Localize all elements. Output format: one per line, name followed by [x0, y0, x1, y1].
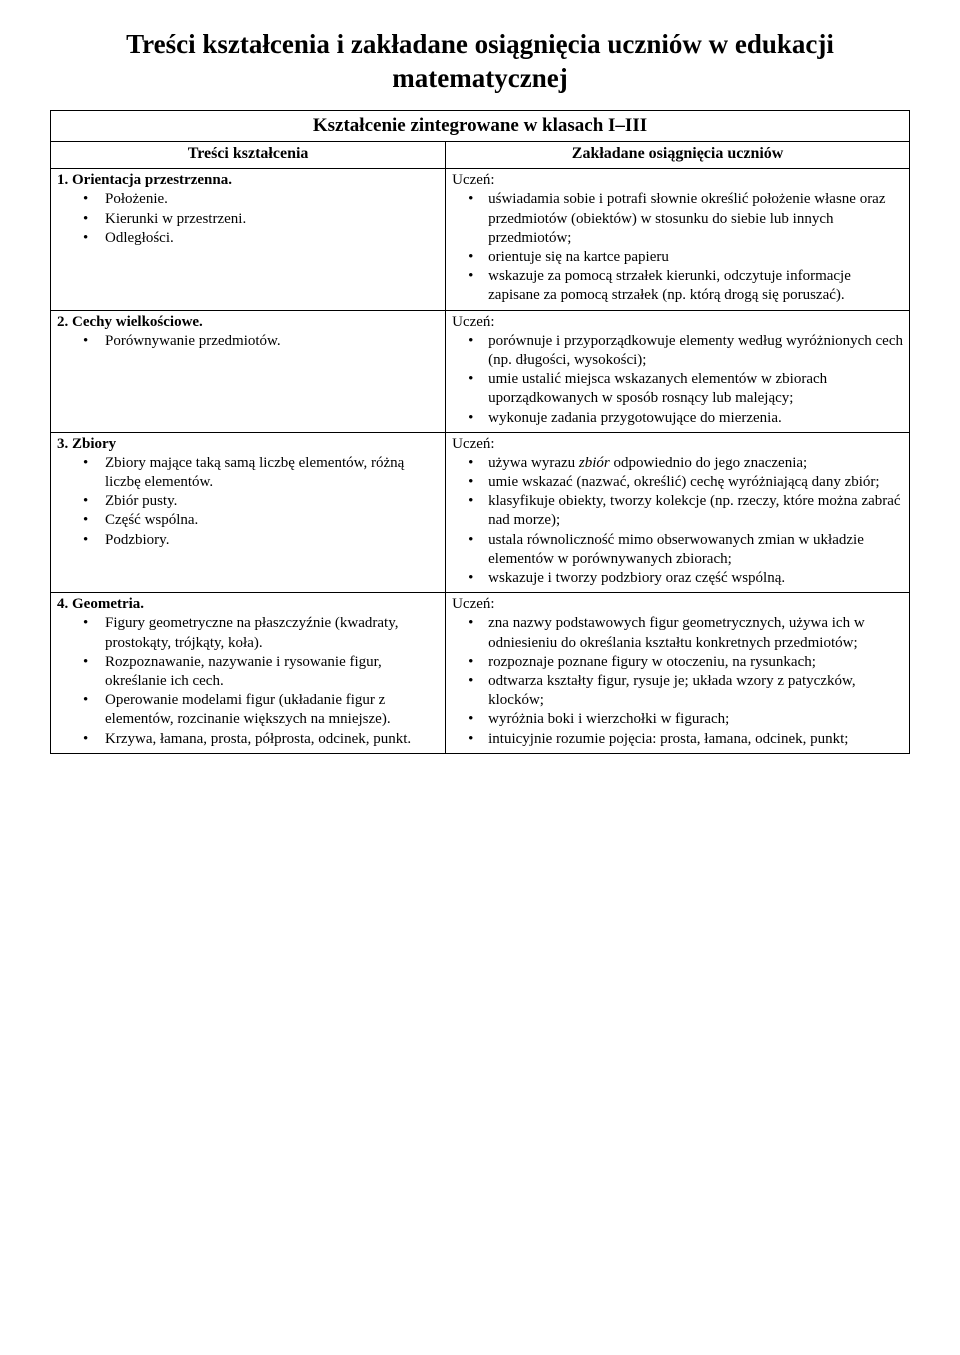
- list-item: wskazuje za pomocą strzałek kierunki, od…: [488, 267, 903, 305]
- list-item: Figury geometryczne na płaszczyźnie (kwa…: [105, 614, 439, 652]
- section-1-left: 1. Orientacja przestrzenna. Położenie. K…: [51, 169, 446, 310]
- list-item: ustala równoliczność mimo obserwowanych …: [488, 531, 903, 569]
- table-merged-header: Kształcenie zintegrowane w klasach I–III: [51, 110, 910, 141]
- section-1-heading: 1. Orientacja przestrzenna.: [57, 171, 439, 190]
- list-item: uświadamia sobie i potrafi słownie okreś…: [488, 190, 903, 248]
- list-item: porównuje i przyporządkowuje elementy we…: [488, 332, 903, 370]
- list-item: rozpoznaje poznane figury w otoczeniu, n…: [488, 653, 903, 672]
- section-4-right: Uczeń: zna nazwy podstawowych figur geom…: [446, 593, 910, 754]
- section-4-left: 4. Geometria. Figury geometryczne na pła…: [51, 593, 446, 754]
- list-item: Rozpoznawanie, nazywanie i rysowanie fig…: [105, 653, 439, 691]
- list-item: Część wspólna.: [105, 511, 439, 530]
- list-item: orientuje się na kartce papieru: [488, 248, 903, 267]
- list-item: Kierunki w przestrzeni.: [105, 210, 439, 229]
- section-4-heading: 4. Geometria.: [57, 595, 439, 614]
- section-2-heading: 2. Cechy wielkościowe.: [57, 313, 439, 332]
- list-item: umie wskazać (nazwać, określić) cechę wy…: [488, 473, 903, 492]
- list-item: wyróżnia boki i wierzchołki w figurach;: [488, 710, 903, 729]
- list-item: używa wyrazu zbiór odpowiednio do jego z…: [488, 454, 903, 473]
- list-item: intuicyjnie rozumie pojęcia: prosta, łam…: [488, 730, 903, 749]
- list-item: wykonuje zadania przygotowujące do mierz…: [488, 409, 903, 428]
- section-3-heading: 3. Zbiory: [57, 435, 439, 454]
- column-header-left: Treści kształcenia: [51, 141, 446, 168]
- list-item: Położenie.: [105, 190, 439, 209]
- uczen-label: Uczeń:: [452, 313, 903, 332]
- text: odpowiednio do jego znaczenia;: [610, 455, 807, 471]
- section-2-right: Uczeń: porównuje i przyporządkowuje elem…: [446, 310, 910, 432]
- list-item: Podzbiory.: [105, 531, 439, 550]
- list-item: odtwarza kształty figur, rysuje je; ukła…: [488, 672, 903, 710]
- uczen-label: Uczeń:: [452, 595, 903, 614]
- list-item: Operowanie modelami figur (układanie fig…: [105, 691, 439, 729]
- list-item: Zbiory mające taką samą liczbę elementów…: [105, 454, 439, 492]
- column-header-right: Zakładane osiągnięcia uczniów: [446, 141, 910, 168]
- section-2-left: 2. Cechy wielkościowe. Porównywanie prze…: [51, 310, 446, 432]
- section-3-left: 3. Zbiory Zbiory mające taką samą liczbę…: [51, 432, 446, 593]
- list-item: Porównywanie przedmiotów.: [105, 332, 439, 351]
- list-item: Zbiór pusty.: [105, 492, 439, 511]
- list-item: zna nazwy podstawowych figur geometryczn…: [488, 614, 903, 652]
- page-title: Treści kształcenia i zakładane osiągnięc…: [50, 28, 910, 96]
- uczen-label: Uczeń:: [452, 171, 903, 190]
- section-3-right: Uczeń: używa wyrazu zbiór odpowiednio do…: [446, 432, 910, 593]
- italic-text: zbiór: [579, 455, 610, 471]
- list-item: umie ustalić miejsca wskazanych elementó…: [488, 370, 903, 408]
- curriculum-table: Kształcenie zintegrowane w klasach I–III…: [50, 110, 910, 754]
- text: używa wyrazu: [488, 455, 579, 471]
- list-item: wskazuje i tworzy podzbiory oraz część w…: [488, 569, 903, 588]
- list-item: Odległości.: [105, 229, 439, 248]
- section-1-right: Uczeń: uświadamia sobie i potrafi słowni…: [446, 169, 910, 310]
- list-item: klasyfikuje obiekty, tworzy kolekcje (np…: [488, 492, 903, 530]
- list-item: Krzywa, łamana, prosta, półprosta, odcin…: [105, 730, 439, 749]
- uczen-label: Uczeń:: [452, 435, 903, 454]
